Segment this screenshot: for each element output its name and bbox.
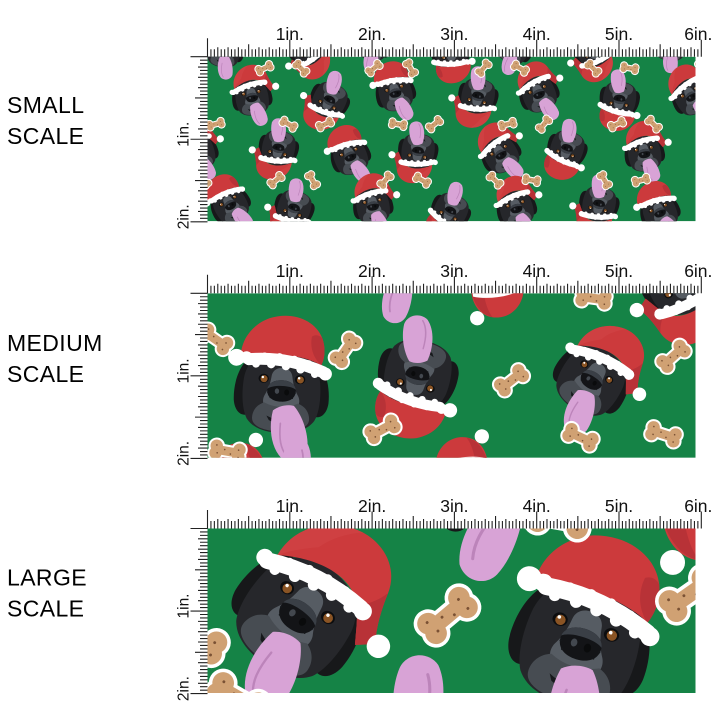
svg-text:SCALE: SCALE: [7, 361, 84, 387]
svg-text:2in.: 2in.: [176, 441, 193, 466]
svg-text:2in.: 2in.: [176, 204, 193, 229]
svg-text:SMALL: SMALL: [7, 92, 84, 118]
svg-text:MEDIUM: MEDIUM: [7, 330, 103, 356]
svg-text:LARGE: LARGE: [7, 565, 87, 591]
svg-text:6in.: 6in.: [684, 261, 712, 281]
svg-text:1in.: 1in.: [176, 358, 193, 383]
svg-text:2in.: 2in.: [176, 676, 193, 701]
svg-text:1in.: 1in.: [276, 261, 304, 281]
svg-text:1in.: 1in.: [276, 24, 304, 44]
svg-text:1in.: 1in.: [176, 122, 193, 147]
svg-text:2in.: 2in.: [358, 24, 386, 44]
svg-text:3in.: 3in.: [440, 24, 468, 44]
svg-text:6in.: 6in.: [684, 24, 712, 44]
svg-text:4in.: 4in.: [523, 261, 551, 281]
svg-text:5in.: 5in.: [605, 496, 633, 516]
svg-text:1in.: 1in.: [276, 496, 304, 516]
svg-text:SCALE: SCALE: [7, 596, 84, 622]
svg-text:3in.: 3in.: [440, 496, 468, 516]
svg-text:2in.: 2in.: [358, 496, 386, 516]
svg-text:2in.: 2in.: [358, 261, 386, 281]
svg-text:3in.: 3in.: [440, 261, 468, 281]
svg-text:4in.: 4in.: [523, 496, 551, 516]
svg-text:6in.: 6in.: [684, 496, 712, 516]
svg-text:SCALE: SCALE: [7, 123, 84, 149]
svg-text:4in.: 4in.: [523, 24, 551, 44]
svg-text:5in.: 5in.: [605, 261, 633, 281]
svg-text:1in.: 1in.: [176, 594, 193, 619]
svg-text:5in.: 5in.: [605, 24, 633, 44]
